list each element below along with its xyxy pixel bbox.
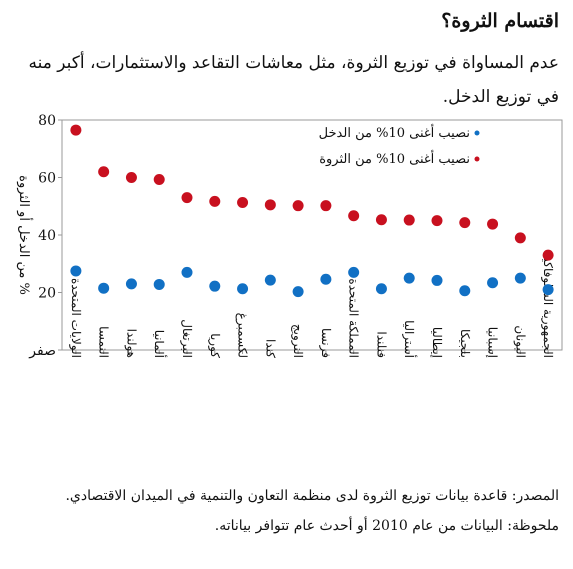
data-point-series-1 — [153, 174, 165, 186]
data-point-series-0 — [459, 285, 471, 297]
y-tick-label: 80 — [38, 113, 56, 129]
x-tick-label: فرنسا — [319, 328, 333, 358]
legend-marker-0 — [474, 130, 480, 136]
data-point-series-1 — [487, 218, 499, 230]
data-point-series-0 — [514, 272, 526, 284]
data-point-series-0 — [70, 265, 82, 277]
data-point-series-1 — [181, 192, 193, 204]
data-point-series-1 — [514, 232, 526, 244]
data-point-series-0 — [431, 274, 443, 286]
x-tick-label: النمسا — [97, 326, 111, 358]
data-point-series-1 — [209, 195, 221, 207]
chart-subtitle: عدم المساواة في توزيع الثروة، مثل معاشات… — [28, 53, 559, 107]
x-tick-label: اليونان — [513, 325, 527, 358]
data-point-series-1 — [542, 249, 554, 261]
data-point-series-0 — [292, 286, 304, 298]
x-tick-label: الولايات المتحدة — [69, 278, 83, 358]
data-point-series-1 — [125, 172, 137, 183]
x-tick-label: بلجيكا — [458, 329, 472, 358]
chart-title: اقتسام الثروة؟ — [441, 10, 559, 32]
data-point-series-0 — [348, 266, 360, 278]
legend-label-1: نصيب أغنى 10% من الثروة — [319, 150, 470, 167]
legend-marker-1 — [474, 156, 480, 162]
y-axis-label: % من الدخل أو الثروة — [16, 175, 33, 295]
x-tick-label: إيطاليا — [429, 327, 444, 358]
plot-frame — [61, 119, 563, 351]
data-point-series-0 — [237, 283, 249, 295]
x-tick-label: لكسمبرغ — [236, 313, 250, 358]
data-point-series-0 — [264, 274, 276, 286]
data-point-series-1 — [348, 210, 360, 222]
x-tick-label: المملكة المتحدة — [347, 278, 361, 358]
data-point-series-0 — [153, 278, 165, 290]
scatter-chart: صفر 20 40 60 80 % من الدخل أو الثروة نصيب أغ… — [16, 113, 563, 359]
y-tick-label: صفر — [28, 343, 56, 359]
axes — [61, 119, 563, 351]
x-tick-label: النرويج — [291, 324, 305, 358]
y-tick-label: 20 — [38, 286, 56, 302]
data-point-series-1 — [98, 166, 110, 178]
x-tick-label: كندا — [263, 339, 277, 358]
x-tick-label: كوريا — [208, 333, 222, 358]
data-point-series-1 — [264, 199, 276, 211]
data-point-series-0 — [487, 277, 499, 289]
y-tick-label: 40 — [38, 228, 56, 244]
y-ticks: صفر 20 40 60 80 — [28, 113, 62, 359]
data-point-series-1 — [70, 124, 82, 136]
data-point-series-0 — [181, 266, 193, 278]
data-point-series-0 — [320, 273, 332, 285]
y-tick-label: 60 — [38, 171, 56, 187]
data-point-series-1 — [320, 200, 332, 212]
legend-label-0: نصيب أغنى 10% من الدخل — [319, 124, 470, 141]
data-point-series-1 — [431, 215, 443, 227]
x-tick-label: البرتغال — [180, 319, 194, 358]
data-point-series-0 — [403, 272, 415, 284]
source-note: المصدر: قاعدة بيانات توزيع الثروة لدى من… — [65, 488, 559, 504]
data-point-series-0 — [125, 278, 137, 290]
data-point-series-0 — [375, 283, 387, 295]
data-point-series-0 — [542, 284, 554, 296]
data-point-series-0 — [98, 282, 110, 294]
x-ticks: الولايات المتحدة النمسا هولندا ألمانيا البرت… — [69, 252, 555, 358]
x-tick-label: إسبانيا — [485, 327, 500, 358]
data-point-series-1 — [237, 197, 249, 209]
data-points — [70, 124, 554, 298]
x-tick-label: فنلندا — [374, 331, 388, 358]
x-tick-label: الجمهورية السلوفاكية — [541, 252, 555, 358]
x-tick-label: هولندا — [124, 329, 138, 358]
x-tick-label: ألمانيا — [152, 330, 167, 358]
legend: نصيب أغنى 10% من الدخل نصيب أغنى 10% من ا… — [319, 124, 480, 167]
data-point-series-0 — [209, 280, 221, 292]
data-point-series-1 — [375, 214, 387, 226]
data-point-series-1 — [459, 217, 471, 229]
data-point-series-1 — [292, 200, 304, 212]
data-point-series-1 — [403, 214, 415, 226]
x-tick-label: أستراليا — [402, 320, 417, 358]
footnote: ملحوظة: البيانات من عام 2010 أو أحدث عام… — [214, 518, 559, 534]
